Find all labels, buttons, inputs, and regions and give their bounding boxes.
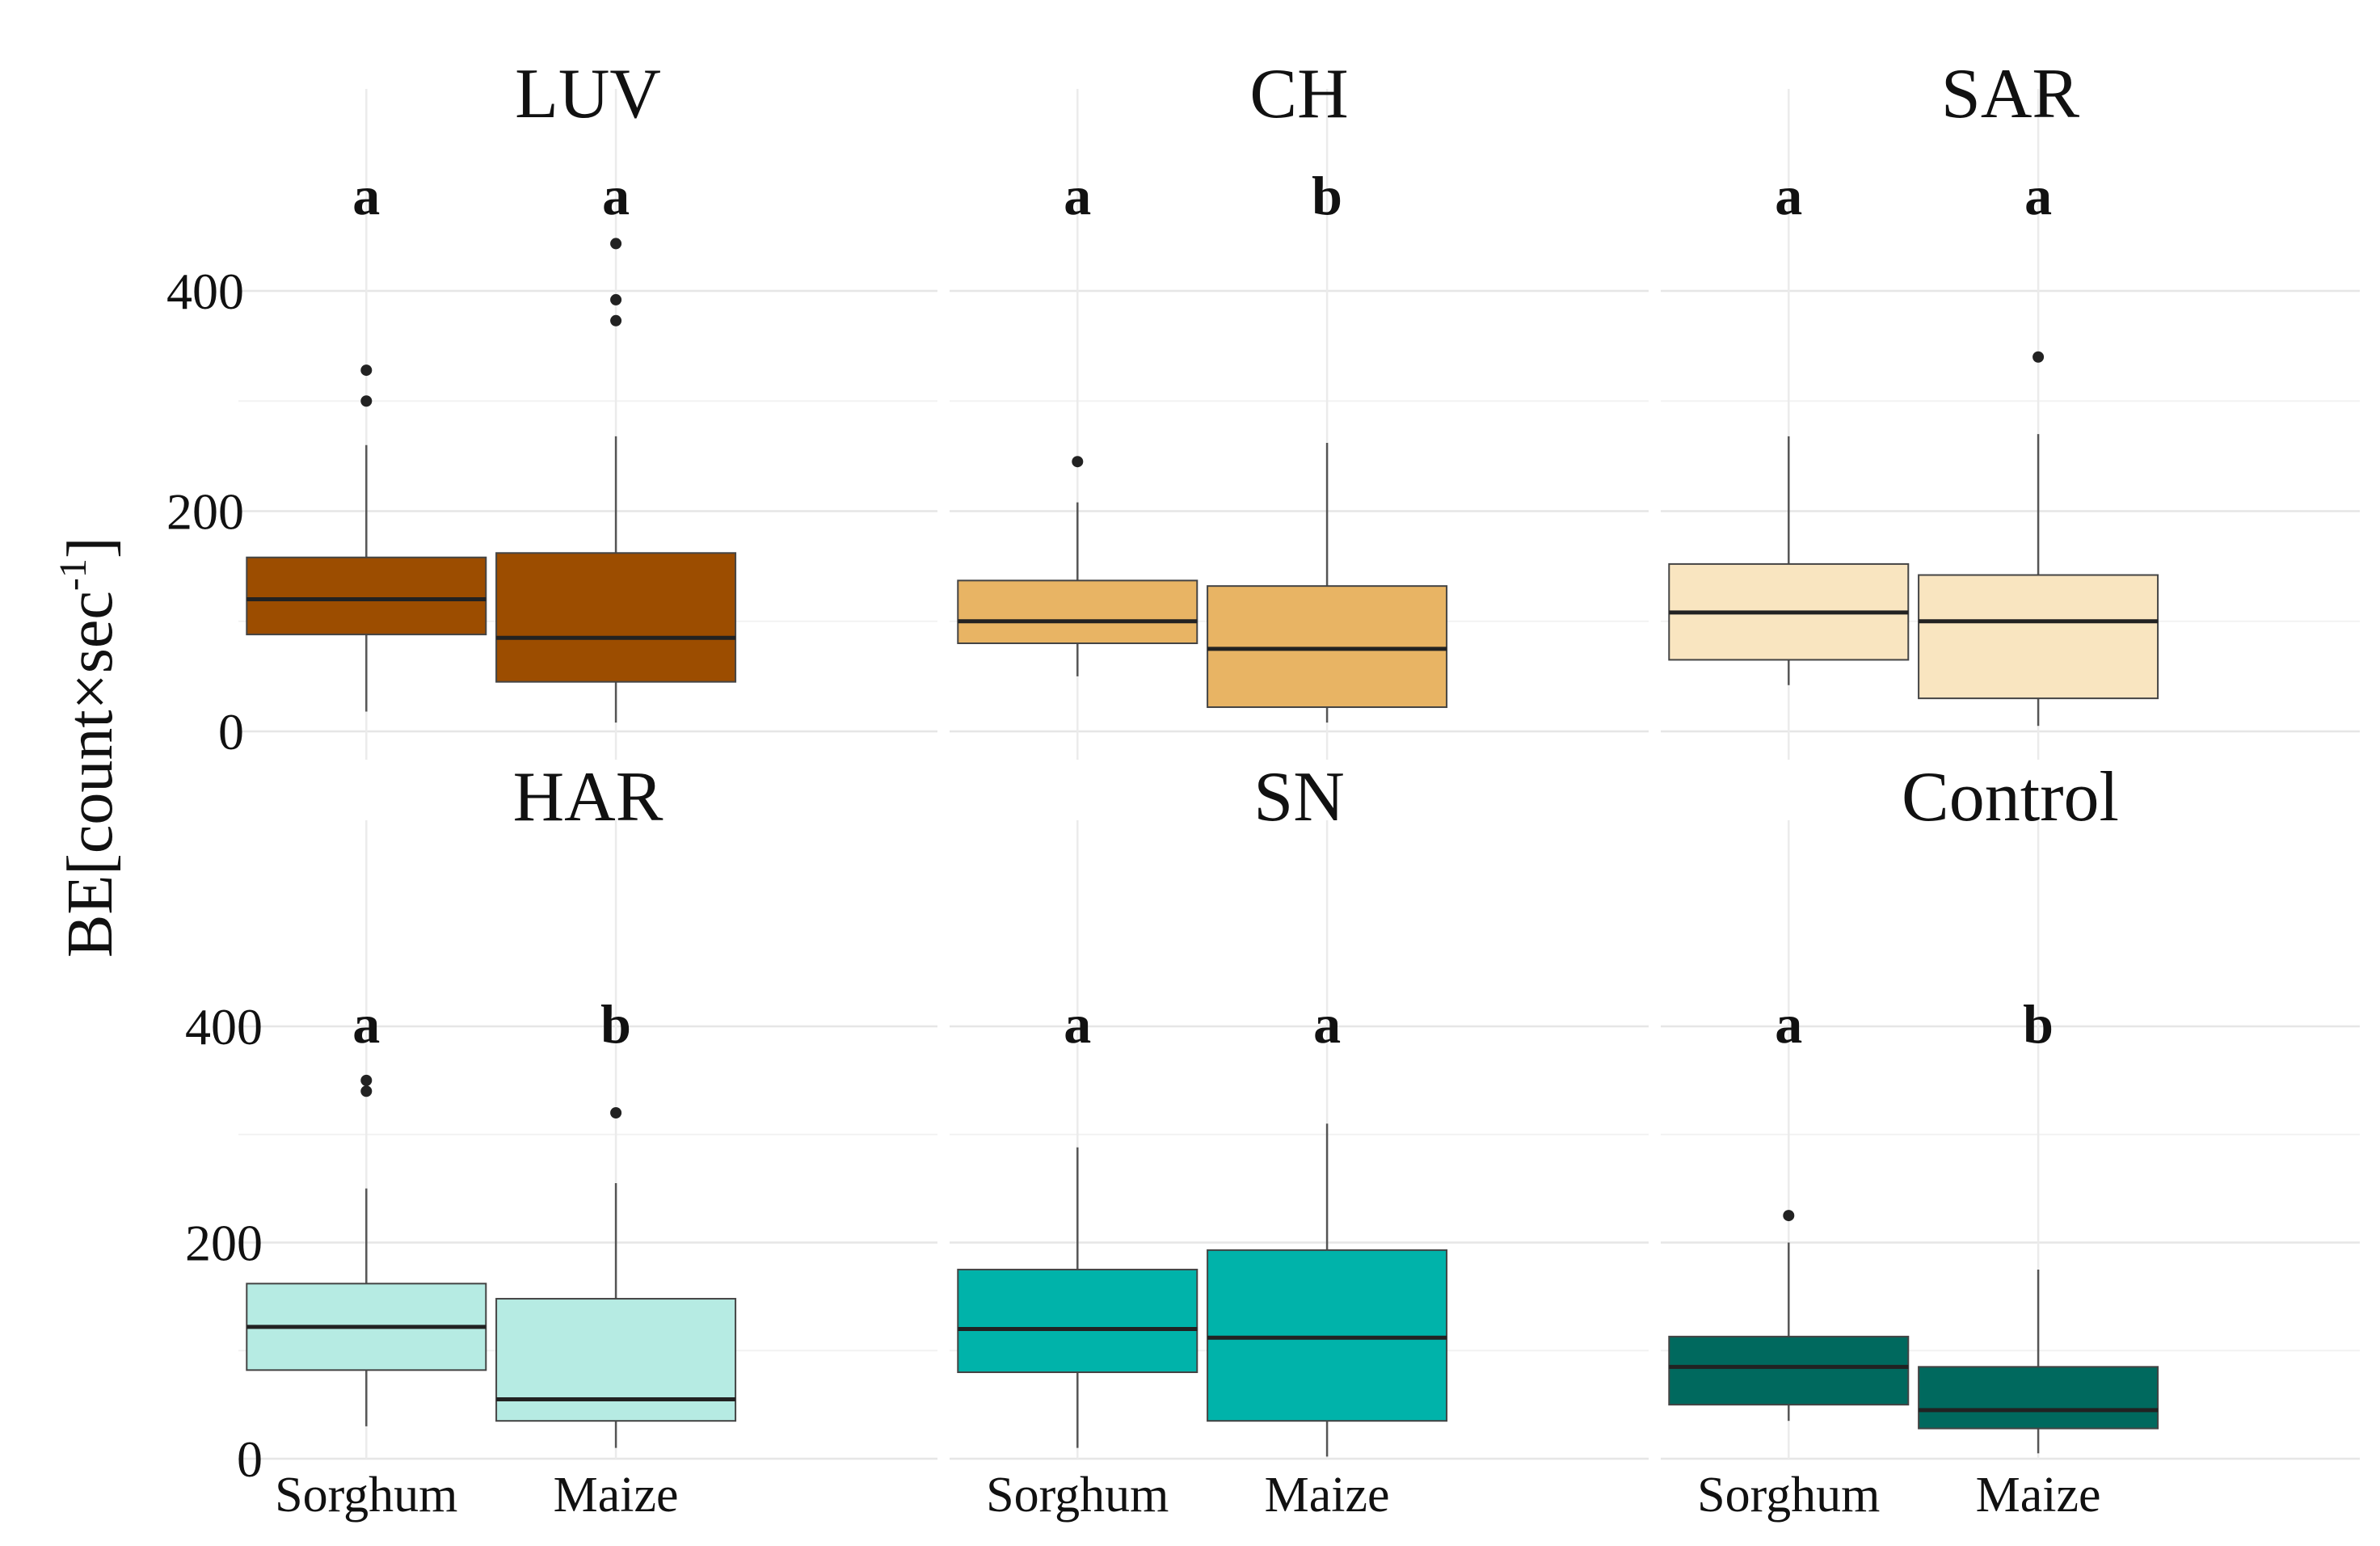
- significance-letter-sar-maize: a: [2024, 165, 2052, 226]
- panel-control: Control a b Sorghum Maize: [1661, 758, 2360, 1523]
- plot-area: LUV a a 0 200 400 CH a b SAR a a HAR a b 0 200 400 Sorghum…: [166, 55, 2360, 1523]
- x-tick-label-control-maize: Maize: [1976, 1468, 2101, 1523]
- box-ch-sorghum: [957, 579, 1198, 645]
- panel-title-ch: CH: [1249, 55, 1348, 133]
- y-tick-label-200-row2: 200: [185, 1215, 263, 1272]
- x-tick-label-sn-sorghum: Sorghum: [986, 1468, 1169, 1523]
- box-control-maize: [1918, 1366, 2159, 1430]
- y-axis-label-superscript: -1: [52, 558, 95, 591]
- significance-letter-har-sorghum: a: [352, 993, 380, 1055]
- y-tick-label-200-row1: 200: [166, 483, 244, 541]
- box-luv-maize: [495, 552, 737, 683]
- box-ch-maize: [1207, 585, 1448, 709]
- y-tick-label-0-row2: 0: [237, 1430, 263, 1488]
- panel-title-sar: SAR: [1941, 55, 2079, 133]
- outlier-luv-sorghum-2: [360, 364, 373, 377]
- x-tick-label-har-maize: Maize: [554, 1468, 679, 1523]
- box-sn-sorghum: [957, 1268, 1198, 1373]
- outlier-har-maize-1: [610, 1107, 622, 1118]
- panel-title-luv: LUV: [515, 55, 661, 133]
- outlier-har-sorghum-2: [360, 1074, 373, 1086]
- outlier-control-sorghum-1: [1783, 1210, 1795, 1222]
- y-tick-label-400-row1: 400: [166, 263, 244, 320]
- panel-title-har: HAR: [513, 758, 663, 836]
- significance-letter-ch-sorghum: a: [1064, 165, 1091, 226]
- box-har-maize: [495, 1298, 737, 1422]
- y-axis-label-text: BE[count×sec: [55, 591, 126, 958]
- outlier-luv-maize-2: [610, 293, 622, 305]
- y-tick-label-0-row1: 0: [218, 703, 244, 760]
- outlier-sar-maize-1: [2032, 351, 2045, 363]
- panel-sn: SN a a Sorghum Maize: [950, 758, 1649, 1523]
- significance-letter-sar-sorghum: a: [1775, 165, 1802, 226]
- panel-sar: SAR a a: [1661, 55, 2360, 760]
- significance-letter-luv-maize: a: [602, 165, 630, 226]
- panel-luv: LUV a a 0 200 400: [166, 55, 937, 760]
- outlier-har-sorghum-1: [360, 1085, 373, 1097]
- panel-ch: CH a b: [950, 55, 1649, 760]
- outlier-luv-maize-3: [610, 238, 622, 250]
- significance-letter-har-maize: b: [600, 993, 631, 1055]
- y-tick-label-400-row2: 400: [185, 998, 263, 1055]
- x-tick-label-sn-maize: Maize: [1265, 1468, 1390, 1523]
- significance-letter-control-sorghum: a: [1775, 993, 1802, 1055]
- box-luv-sorghum: [246, 556, 487, 636]
- significance-letter-sn-sorghum: a: [1064, 993, 1091, 1055]
- x-tick-label-control-sorghum: Sorghum: [1697, 1468, 1880, 1523]
- box-sn-maize: [1207, 1249, 1448, 1422]
- outlier-luv-maize-1: [610, 314, 622, 326]
- panel-title-sn: SN: [1253, 758, 1345, 836]
- y-axis-label: BE[count×sec-1]: [52, 537, 126, 958]
- significance-letter-luv-sorghum: a: [352, 165, 380, 226]
- y-axis-label-close: ]: [55, 537, 126, 559]
- box-control-sorghum: [1668, 1335, 1910, 1406]
- outlier-luv-sorghum-1: [360, 395, 373, 407]
- panel-title-control: Control: [1902, 758, 2119, 836]
- significance-letter-control-maize: b: [2023, 993, 2054, 1055]
- box-sar-maize: [1918, 574, 2159, 700]
- significance-letter-ch-maize: b: [1312, 165, 1342, 226]
- panel-har: HAR a b 0 200 400 Sorghum Maize: [185, 758, 937, 1523]
- outlier-ch-sorghum-1: [1072, 456, 1084, 468]
- x-tick-label-har-sorghum: Sorghum: [275, 1468, 457, 1523]
- significance-letter-sn-maize: a: [1313, 993, 1341, 1055]
